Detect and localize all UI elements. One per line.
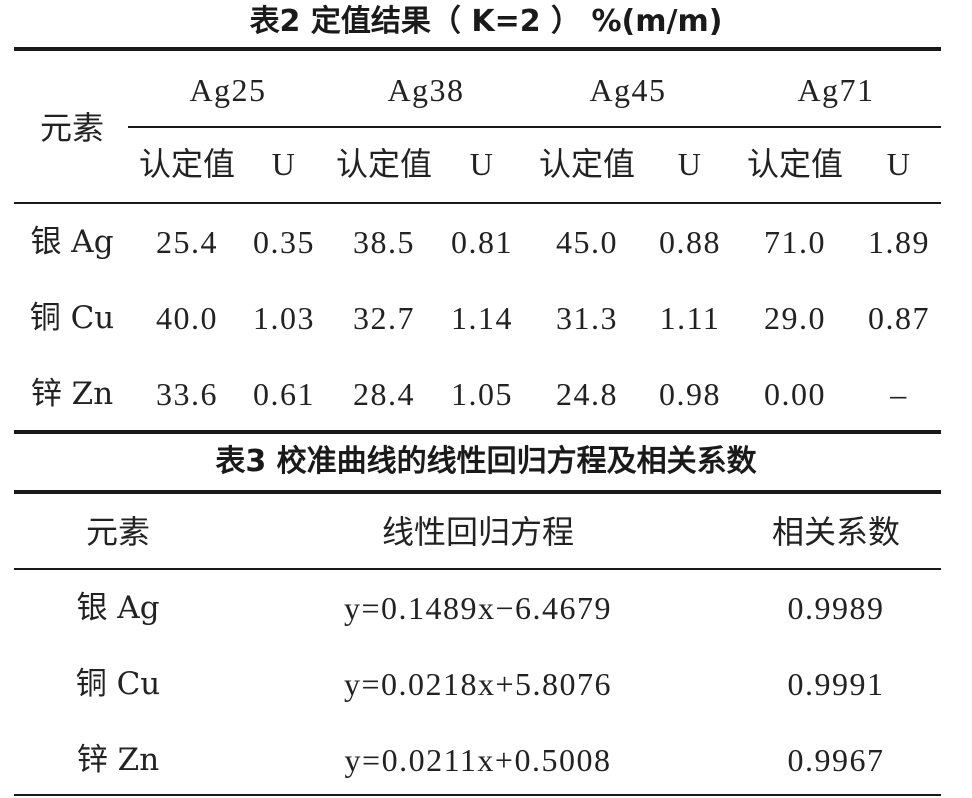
table2-sample-header: Ag45 (589, 72, 667, 108)
table2-subheader-u: U (677, 146, 703, 182)
table2-cell: 1.14 (451, 300, 513, 336)
table2-cell: 1.05 (451, 376, 513, 412)
table2-subheader-value: 认定值 (746, 145, 844, 183)
table3-row-element: 铜 Cu (75, 666, 161, 702)
table2-bottom-rule (14, 430, 941, 434)
table2-cell: 0.00 (764, 376, 826, 412)
table3-row-equation: y=0.0218x+5.8076 (343, 666, 613, 702)
table3-row-element: 银 Ag (76, 590, 160, 626)
table2-row-element: 银 Ag (30, 224, 114, 260)
table3-row-equation: y=0.1489x−6.4679 (343, 590, 613, 626)
table2-cell: 25.4 (156, 224, 218, 260)
table2-subheader-u: U (469, 146, 495, 182)
table2-cell: 40.0 (156, 300, 218, 336)
table2-cell: – (890, 376, 908, 412)
table2-cell: 29.0 (764, 300, 826, 336)
table3-header-rule (14, 568, 941, 570)
table3-caption: 表3 校准曲线的线性回归方程及相关系数 (215, 444, 757, 479)
table2-caption: 表2 定值结果（ K=2 ） %(m/m) (249, 4, 723, 39)
table2-cell: 0.98 (659, 376, 721, 412)
table2-subheader-value: 认定值 (335, 145, 433, 183)
table2-cell: 1.03 (253, 300, 315, 336)
table2-cell: 0.87 (868, 300, 930, 336)
table3-row-equation: y=0.0211x+0.5008 (344, 742, 612, 778)
table2-cell: 0.81 (451, 224, 513, 260)
table3-row-coefficient: 0.9989 (787, 590, 885, 626)
table3-row-coefficient: 0.9991 (787, 666, 885, 702)
table2-cell: 28.4 (353, 376, 415, 412)
table2-row-element: 锌 Zn (30, 376, 114, 412)
table2-element-header: 元素 (39, 109, 105, 147)
table2-cell: 1.11 (659, 300, 721, 336)
table3-row-element: 锌 Zn (76, 742, 160, 778)
table2-subheader-u: U (886, 146, 912, 182)
table2-header-rule (14, 202, 941, 204)
table2-mid-rule (128, 126, 941, 128)
table2-sample-header: Ag71 (797, 72, 875, 108)
table2-cell: 0.35 (253, 224, 315, 260)
table3-header-coefficient: 相关系数 (771, 513, 901, 551)
table3-top-rule (14, 490, 941, 494)
table2-cell: 33.6 (156, 376, 218, 412)
table2-cell: 1.89 (868, 224, 930, 260)
table2-sample-header: Ag25 (189, 72, 267, 108)
table2-top-rule (14, 47, 941, 51)
table2-subheader-value: 认定值 (138, 145, 236, 183)
table3-header-element: 元素 (85, 513, 151, 551)
table2-cell: 31.3 (556, 300, 618, 336)
table2-cell: 45.0 (556, 224, 618, 260)
table3-bottom-rule (14, 794, 941, 796)
table3-row-coefficient: 0.9967 (787, 742, 885, 778)
table2-cell: 24.8 (556, 376, 618, 412)
table2-cell: 38.5 (353, 224, 415, 260)
table2-sample-header: Ag38 (387, 72, 465, 108)
table2-row-element: 铜 Cu (29, 300, 115, 336)
table2-subheader-u: U (271, 146, 297, 182)
table2-cell: 0.88 (659, 224, 721, 260)
table3-header-equation: 线性回归方程 (381, 513, 575, 551)
table2-subheader-value: 认定值 (538, 145, 636, 183)
table2-cell: 71.0 (764, 224, 826, 260)
table2-cell: 32.7 (353, 300, 415, 336)
table2-cell: 0.61 (253, 376, 315, 412)
